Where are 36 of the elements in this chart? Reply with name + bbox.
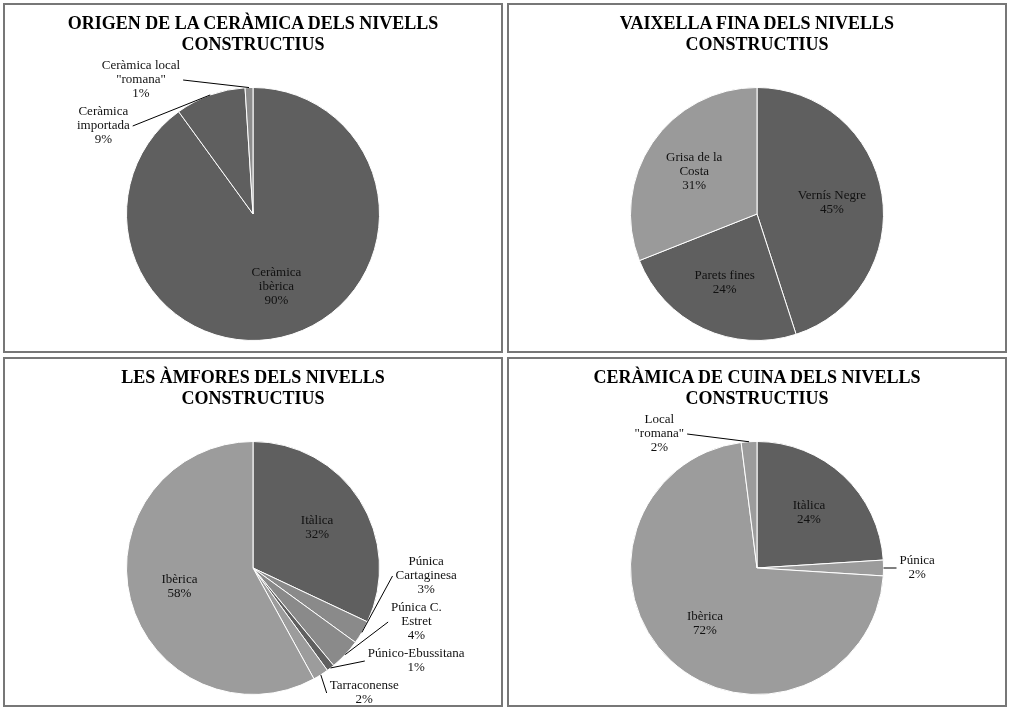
slice-label: Local "romana" [634, 411, 685, 441]
slice-label: Púnica C. Estret [391, 599, 442, 629]
data-label: 2% [355, 691, 374, 707]
slice-label: Ceràmica local "romana" [101, 57, 181, 87]
slice-label: Ceràmica ibèrica [251, 263, 302, 293]
data-label: 31% [682, 176, 707, 192]
data-label: 72% [693, 621, 718, 637]
data-label: 24% [797, 511, 822, 527]
data-label: 3% [417, 581, 436, 597]
slice-label: Grisa de la Costa [666, 148, 723, 178]
slice-label: Itàlica [792, 497, 826, 513]
data-label: 2% [650, 439, 669, 455]
slice-label: Ibèrica [161, 571, 198, 587]
data-label: 90% [264, 291, 289, 307]
chart-title: ORIGEN DE LA CERÀMICA DELS NIVELLS CONSTRUCTIUS [66, 11, 440, 56]
slice-label: Ibèrica [687, 607, 724, 623]
slice-label: Púnica [899, 552, 936, 568]
slice-label: Púnico-Ebussitana [367, 645, 465, 661]
data-label: 1% [407, 659, 426, 675]
data-label: 45% [820, 200, 845, 216]
data-label: 58% [167, 585, 192, 601]
data-label: 1% [132, 85, 150, 101]
slice-label: Púnica Cartaginesa [395, 553, 458, 583]
data-label: 32% [305, 525, 330, 541]
slice-label: Ceràmica importada [76, 103, 130, 133]
slice-label: Tarraconense [329, 677, 399, 693]
slice-label: Vernís Negre [797, 186, 867, 202]
data-label: 24% [712, 281, 737, 297]
data-label: 4% [407, 627, 426, 643]
chart-title: CERÀMICA DE CUINA DELS NIVELLS CONSTRUCTIUS [592, 365, 922, 410]
chart-title: LES ÀMFORES DELS NIVELLS CONSTRUCTIUS [120, 365, 386, 410]
data-label: 9% [94, 131, 113, 147]
chart-title: VAIXELLA FINA DELS NIVELLS CONSTRUCTIUS [618, 12, 896, 56]
slice-label: Itàlica [300, 511, 334, 527]
data-label: 2% [908, 566, 927, 582]
slice-label: Parets fines [694, 267, 755, 283]
